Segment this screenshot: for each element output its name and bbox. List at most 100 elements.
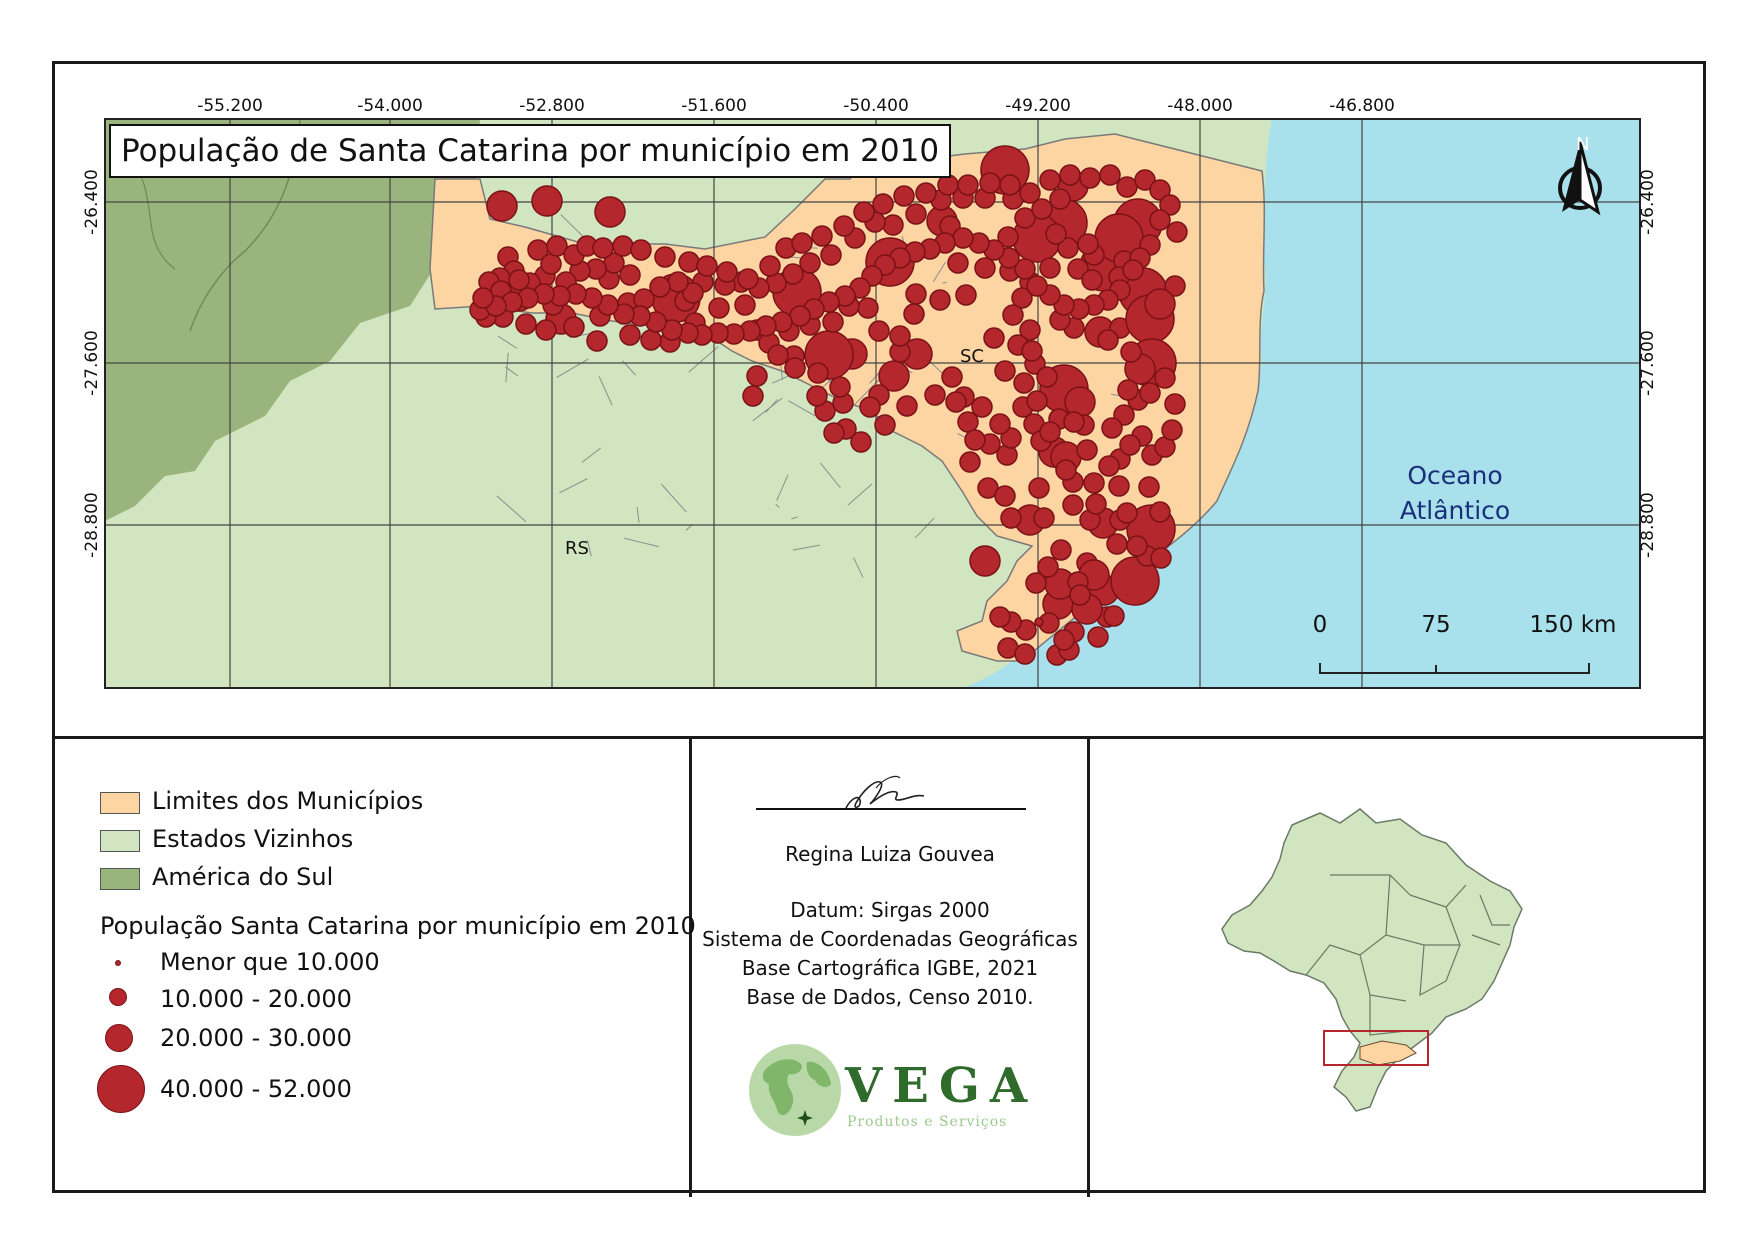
population-marker: [649, 276, 671, 298]
legend-symbol-class-2: [109, 988, 127, 1006]
credit-system: Sistema de Coordenadas Geográficas: [702, 927, 1078, 951]
latitude-tick-label-left: -28.800: [82, 492, 102, 558]
municipal-boundary: [819, 462, 841, 489]
longitude-tick-label: -54.000: [357, 96, 423, 116]
population-marker: [1019, 319, 1041, 341]
municipal-boundary: [776, 474, 789, 501]
state-label-sc: SC: [960, 346, 984, 367]
municipal-boundary: [853, 557, 864, 578]
population-marker: [1079, 167, 1101, 189]
legend-label-estados: Estados Vizinhos: [152, 825, 354, 853]
population-marker: [594, 196, 626, 228]
population-marker: [1101, 417, 1123, 439]
population-marker: [678, 251, 700, 273]
main-map: [104, 118, 1641, 689]
state-label-rs: RS: [565, 538, 589, 559]
population-marker: [979, 172, 1001, 194]
population-marker: [989, 413, 1011, 435]
population-marker: [1039, 169, 1061, 191]
population-marker: [1081, 269, 1103, 291]
population-marker: [929, 289, 951, 311]
population-marker: [1119, 434, 1141, 456]
legend-symbol-class-1: [115, 960, 121, 966]
population-marker: [952, 227, 974, 249]
latitude-tick-label-right: -27.600: [1638, 330, 1658, 396]
population-marker: [508, 269, 530, 291]
population-marker: [612, 235, 634, 257]
population-marker: [1049, 188, 1071, 210]
population-marker: [734, 294, 756, 316]
population-marker: [859, 396, 881, 418]
population-marker: [905, 283, 927, 305]
population-marker: [1164, 275, 1186, 297]
municipal-boundary: [624, 537, 659, 548]
population-marker: [1011, 287, 1033, 309]
municipal-boundary: [788, 400, 816, 417]
population-marker: [737, 268, 759, 290]
scale-bar: [1319, 663, 1590, 674]
population-marker: [791, 232, 813, 254]
population-marker: [1045, 223, 1067, 245]
population-marker: [1039, 257, 1061, 279]
population-marker: [1039, 421, 1061, 443]
legend-symbol-class-4: [97, 1065, 145, 1113]
population-marker: [971, 396, 993, 418]
legend-swatch-estados: [100, 830, 140, 852]
population-marker: [874, 414, 896, 436]
inset-extent-box: [1323, 1030, 1429, 1066]
population-marker: [1116, 176, 1138, 198]
population-marker: [515, 313, 537, 335]
population-marker: [640, 329, 662, 351]
longitude-tick-label: -51.600: [681, 96, 747, 116]
population-marker: [1021, 340, 1043, 362]
municipal-boundary: [556, 358, 589, 379]
population-marker: [1013, 372, 1035, 394]
population-marker: [1050, 539, 1072, 561]
panel-divider-left: [689, 737, 692, 1197]
population-marker: [1053, 629, 1075, 651]
longitude-tick-label: -46.800: [1329, 96, 1395, 116]
population-marker: [829, 376, 851, 398]
population-marker: [1138, 476, 1160, 498]
population-marker: [1134, 169, 1156, 191]
municipal-boundary: [581, 447, 602, 463]
population-marker: [1126, 535, 1148, 557]
population-marker: [592, 237, 614, 259]
population-marker: [955, 284, 977, 306]
ocean-label: Oceano Atlântico: [1380, 458, 1530, 528]
legend-symbol-class-3: [105, 1024, 133, 1052]
brazil-outline: [1221, 808, 1523, 1112]
population-marker: [540, 253, 562, 275]
vega-logo-globe-icon: [749, 1044, 841, 1136]
population-marker: [1069, 584, 1091, 606]
brazil-locator-map: [1221, 808, 1523, 1112]
municipal-boundary: [932, 261, 947, 283]
population-marker: [850, 431, 872, 453]
population-marker: [807, 362, 829, 384]
population-marker: [1055, 459, 1077, 481]
legend-class-4: 40.000 - 52.000: [160, 1075, 352, 1103]
population-marker: [1120, 341, 1142, 363]
map-layout-frame: [52, 61, 1706, 1193]
municipal-boundary: [598, 376, 613, 406]
population-marker: [820, 244, 842, 266]
municipal-boundary: [559, 478, 588, 494]
vega-logo-wordmark: VEGA: [845, 1058, 1038, 1114]
latitude-tick-label-right: -28.800: [1638, 492, 1658, 558]
longitude-tick-label: -48.000: [1167, 96, 1233, 116]
municipal-boundary: [636, 506, 640, 523]
population-marker: [1085, 493, 1107, 515]
population-marker: [546, 235, 568, 257]
inset-santa-catarina: [1359, 1040, 1417, 1066]
population-marker: [1164, 393, 1186, 415]
population-marker: [994, 485, 1016, 507]
population-marker: [1034, 617, 1044, 627]
north-arrow-icon: [1558, 141, 1602, 216]
scale-label-75: 75: [1421, 612, 1451, 638]
population-marker: [1076, 439, 1098, 461]
scale-label-0: 0: [1312, 612, 1328, 638]
population-marker: [957, 174, 979, 196]
population-marker: [1033, 507, 1055, 529]
south-america-area: [105, 119, 480, 521]
population-marker: [1000, 427, 1022, 449]
